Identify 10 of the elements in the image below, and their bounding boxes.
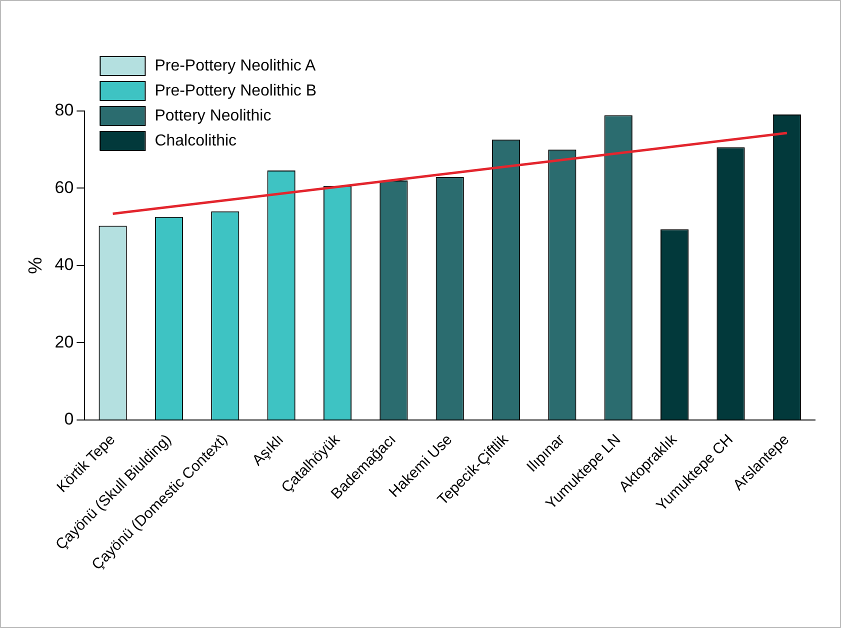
- y-tick-label: 20: [54, 332, 74, 352]
- legend-label: Pre-Pottery Neolithic B: [154, 82, 317, 100]
- y-tick-label: 60: [54, 178, 74, 197]
- y-tick-label: 0: [64, 410, 74, 429]
- y-tick-label: 40: [54, 255, 74, 274]
- legend-label: Pre-Pottery Neolithic A: [154, 57, 316, 74]
- y-axis-title: %: [26, 256, 47, 274]
- legend-label: Pottery Neolithic: [154, 107, 272, 124]
- legend-label: Chalcolithic: [154, 132, 237, 150]
- y-tick-label: 80: [54, 100, 74, 120]
